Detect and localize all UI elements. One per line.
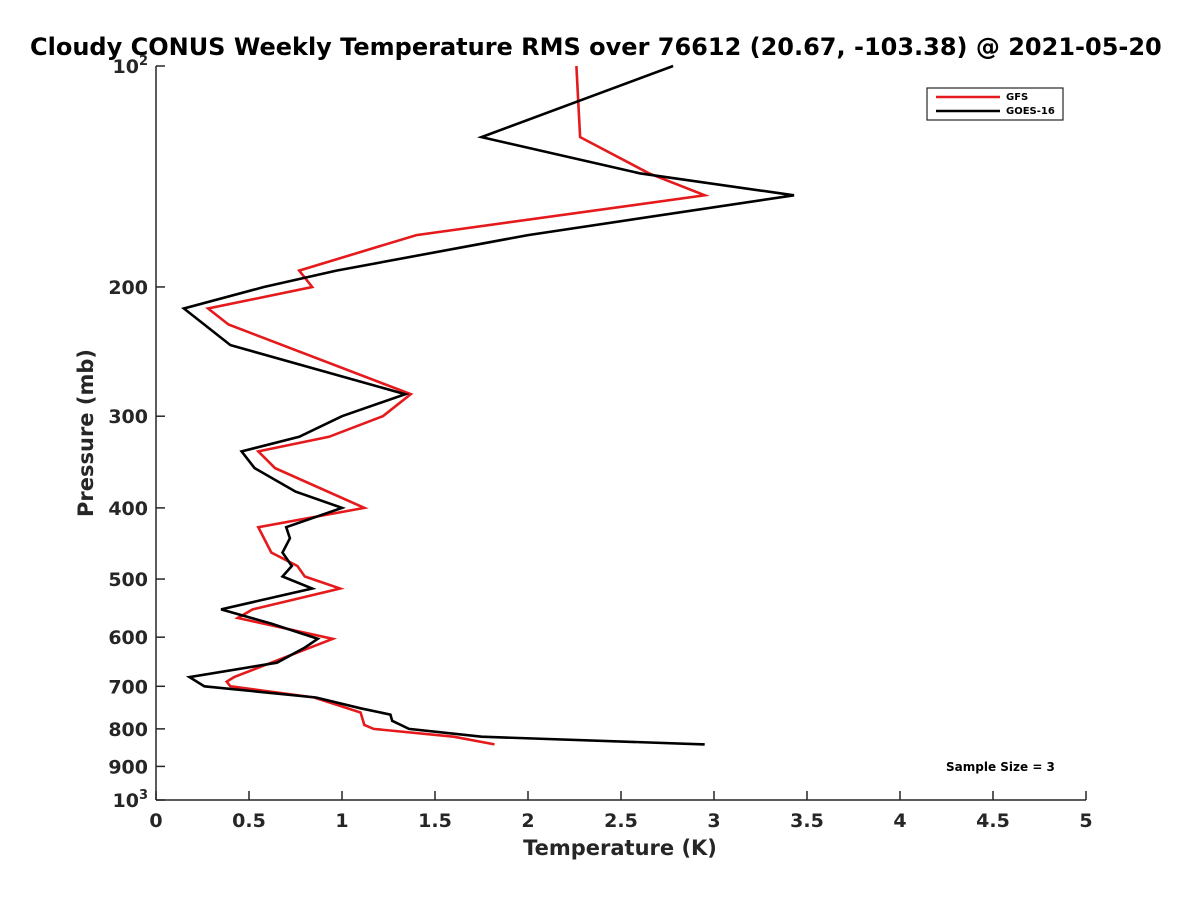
plot-area <box>156 66 1086 800</box>
x-tick-label: 2.5 <box>604 810 638 832</box>
series-layer <box>181 64 795 746</box>
y-tick-label: 102 <box>113 54 149 78</box>
y-tick-label: 500 <box>108 569 148 591</box>
x-axis-ticks: 0 0.5 1 1.5 2 2.5 3 3.5 4 4.5 5 <box>149 791 1093 832</box>
chart-title: Cloudy CONUS Weekly Temperature RMS over… <box>30 33 1162 61</box>
legend-box <box>926 87 1064 121</box>
x-tick-label: 3.5 <box>790 810 824 832</box>
y-axis-label: Pressure (mb) <box>74 349 98 517</box>
y-tick-label: 300 <box>108 406 148 428</box>
series-line-goes16 <box>181 64 795 746</box>
series-line-gfs <box>205 65 710 746</box>
x-tick-label: 1 <box>335 810 348 832</box>
x-tick-label: 5 <box>1079 810 1092 832</box>
legend-label-goes16: GOES-16 <box>1006 106 1055 117</box>
y-axis-ticks: 102 200 300 400 500 600 700 800 900 103 <box>108 54 165 812</box>
x-tick-label: 1.5 <box>418 810 452 832</box>
y-tick-label: 800 <box>108 719 148 741</box>
x-tick-label: 0.5 <box>232 810 266 832</box>
y-tick-label: 600 <box>108 627 148 649</box>
y-tick-label: 700 <box>108 676 148 698</box>
plot-frame <box>156 66 1086 800</box>
x-tick-label: 4 <box>893 810 906 832</box>
x-tick-label: 3 <box>707 810 720 832</box>
y-tick-label: 200 <box>108 277 148 299</box>
sample-size-annotation: Sample Size = 3 <box>946 760 1055 774</box>
x-tick-label: 0 <box>149 810 162 832</box>
legend-label-gfs: GFS <box>1006 92 1028 103</box>
x-axis-label: Temperature (K) <box>523 836 717 860</box>
y-tick-label: 900 <box>108 756 148 778</box>
y-tick-label: 103 <box>113 788 149 812</box>
x-tick-label: 4.5 <box>976 810 1010 832</box>
legend: GFS GOES-16 <box>926 87 1064 121</box>
x-tick-label: 2 <box>521 810 534 832</box>
y-tick-label: 400 <box>108 498 148 520</box>
